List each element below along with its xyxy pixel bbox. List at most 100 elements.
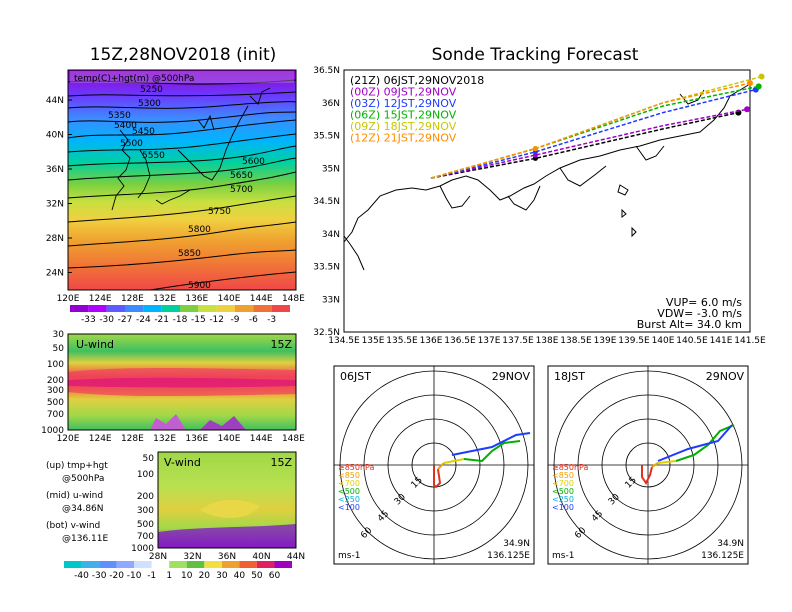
- note-line: @500hPa: [62, 474, 104, 484]
- note-line: (mid) u-wind: [46, 491, 103, 501]
- sonde-legend-item: (21Z) 06JST,29NOV2018: [350, 74, 484, 87]
- sonde-map: (21Z) 06JST,29NOV2018(00Z) 09JST,29NOV(0…: [313, 66, 766, 346]
- level-legend: <500: [552, 487, 574, 496]
- colorbar-tick: 40: [234, 571, 246, 581]
- hodograph-trace: [437, 462, 445, 470]
- colorbar-swatch: [169, 561, 187, 568]
- hodograph-trace: [433, 465, 442, 489]
- contour-label: 5300: [138, 99, 161, 109]
- landing-point: [758, 73, 765, 80]
- level-legend: <850: [338, 471, 360, 480]
- left-title: 15Z,28NOV2018 (init): [90, 45, 277, 65]
- v-wind-label: V-wind: [164, 456, 201, 469]
- contour-label: 5900: [188, 281, 211, 291]
- terrain-effect-2: [200, 416, 246, 430]
- lat-tick-label: 32N: [46, 200, 64, 210]
- pressure-tick: 700: [137, 532, 154, 542]
- hodograph-trace: [657, 460, 677, 464]
- sonde-param: VDW= -3.0 m/s: [657, 307, 742, 320]
- colorbar-swatch: [81, 561, 100, 568]
- lon-tick-label: 138E: [536, 336, 559, 346]
- panel-label-bg: [70, 71, 294, 83]
- sonde-param: Burst Alt= 34.0 km: [637, 318, 742, 331]
- colorbar-swatch: [143, 305, 162, 312]
- lat-tick-label: 34.5N: [313, 197, 340, 207]
- lon-tick-label: 140.5E: [676, 336, 708, 346]
- lat-tick-label: 28N: [46, 234, 64, 244]
- lon-tick-label: 144E: [250, 434, 273, 444]
- v-wind-lat-ticks: 28N 32N 36N 40N 44N: [149, 552, 305, 562]
- note-line: (up) tmp+hgt: [46, 461, 108, 471]
- v-wind-time: 15Z: [270, 456, 292, 469]
- lon-tick-label: 120E: [57, 434, 80, 444]
- colorbar-tick: -27: [118, 315, 133, 325]
- hodograph-time: 18JST: [554, 370, 585, 383]
- sonde-track: [430, 88, 756, 179]
- level-legend: <850: [552, 471, 574, 480]
- level-legend: ≥850hPa: [338, 463, 375, 472]
- colorbar-tick: -15: [191, 315, 206, 325]
- colorbar-tick: -9: [231, 315, 240, 325]
- colorbar-swatch: [274, 561, 292, 568]
- u-wind-label: U-wind: [76, 338, 114, 351]
- colorbar-swatch: [186, 561, 205, 568]
- top-lat-ticks: 44N 40N 36N 32N 28N 24N: [46, 96, 72, 279]
- colorbar-swatch: [106, 305, 125, 312]
- lon-tick-label: 144E: [250, 294, 273, 304]
- lat-tick-label: 40N: [46, 131, 64, 141]
- wind-colorbar: -40 -30 -20 -10 -1 1 10 20 30 40 50 60: [64, 561, 292, 581]
- lon-tick-label: 137E: [478, 336, 501, 346]
- v-wind-max: [200, 499, 260, 518]
- note-line: @136.11E: [62, 534, 108, 544]
- lon-tick-label: 148E: [282, 434, 305, 444]
- colorbar-swatch: [256, 561, 275, 568]
- colorbar-tick: 10: [181, 571, 193, 581]
- lat-tick-label: 36N: [46, 165, 64, 175]
- lat-tick-label: 33.5N: [313, 263, 340, 273]
- u-wind-lon-ticks: 120E 124E 128E 132E 136E 140E 144E 148E: [57, 434, 306, 444]
- colorbar-swatch: [116, 561, 135, 568]
- contour-label: 5550: [142, 151, 165, 161]
- lat-tick-label: 36.5N: [313, 66, 340, 76]
- lon-tick-label: 135E: [362, 336, 385, 346]
- burst-point: [532, 146, 538, 152]
- sonde-legend-item: (06Z) 15JST,29NOV: [350, 109, 457, 122]
- lon-tick-label: 135.5E: [386, 336, 418, 346]
- v-wind-pressure-ticks: 50 100 200 300 500 700 1000: [131, 454, 154, 554]
- colorbar-swatch: [99, 561, 117, 568]
- pressure-tick: 500: [47, 398, 64, 408]
- sonde-lat-ticks: 36.5N 36N 35.5N 35N 34.5N 34N 33.5N 33N 32.5N: [313, 66, 340, 338]
- lat-tick-label: 33N: [322, 295, 340, 305]
- colorbar-tick: -1: [147, 571, 156, 581]
- colorbar-tick: -30: [92, 571, 107, 581]
- landing-point: [747, 80, 753, 87]
- coastline: [111, 87, 271, 211]
- lon-tick-label: 140E: [652, 336, 675, 346]
- lon-tick-label: 132E: [153, 294, 176, 304]
- hodograph-unit: ms-1: [338, 551, 360, 561]
- colorbar-swatch: [235, 305, 254, 312]
- sonde-param: VUP= 6.0 m/s: [666, 296, 742, 309]
- pressure-tick: 700: [47, 410, 64, 420]
- height-contours: [67, 79, 297, 291]
- sonde-coastline: [343, 83, 751, 271]
- lon-tick-label: 137.5E: [502, 336, 534, 346]
- pressure-tick: 1000: [131, 544, 154, 554]
- top-panel-frame: [67, 69, 297, 291]
- sonde-legend-item: (03Z) 12JST,29NOV: [350, 97, 457, 110]
- lon-tick-label: 134.5E: [328, 336, 360, 346]
- lon-tick-label: 136E: [185, 294, 208, 304]
- pressure-tick: 500: [137, 520, 154, 530]
- top-lon-ticks: 120E 124E 128E 132E 136E 140E 144E 148E: [57, 294, 306, 304]
- pressure-tick: 100: [137, 470, 154, 480]
- lat-tick-label: 44N: [287, 552, 305, 562]
- colorbar-swatch: [134, 561, 152, 568]
- sonde-track: [430, 111, 739, 179]
- v-wind-panel: V-wind 15Z 50 100 200 300 500 700 1000 28N 32N 3…: [131, 451, 305, 562]
- colorbar-swatch: [151, 561, 170, 568]
- temp-colorbar: -33 -30 -27 -24 -21 -18 -15 -12 -9 -6 -3: [70, 305, 290, 325]
